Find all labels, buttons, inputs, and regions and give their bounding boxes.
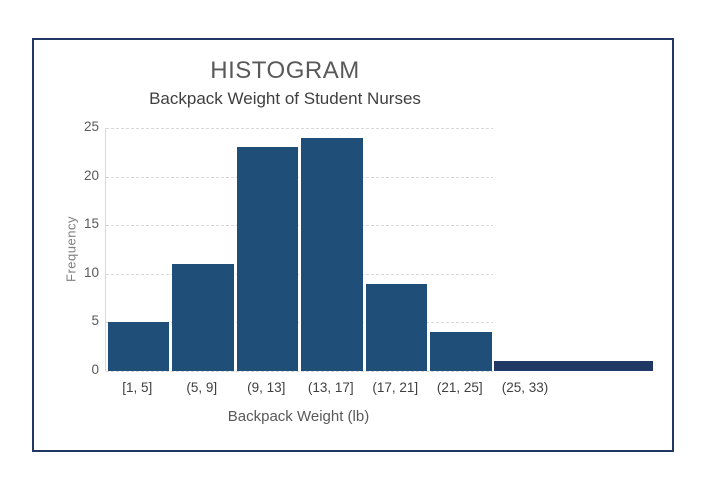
gridline: [106, 322, 493, 324]
x-tick-label: [1, 5]: [122, 380, 153, 395]
chart-subtitle: Backpack Weight of Student Nurses: [149, 89, 421, 108]
gridline: [106, 128, 493, 129]
x-tick-label: (25, 33): [501, 380, 549, 395]
histogram-bar: [172, 264, 234, 371]
y-tick-label: 5: [91, 313, 99, 329]
histogram-bar: [236, 147, 298, 371]
x-axis-title: Backpack Weight (lb): [227, 408, 370, 425]
histogram-bar: [301, 137, 363, 371]
x-tick-label: (17, 21]: [372, 380, 419, 395]
plot-area: [105, 128, 653, 372]
y-tick-label: 0: [91, 362, 99, 377]
gridline: [106, 371, 493, 372]
histogram-bar: [107, 322, 169, 371]
gridline: [106, 273, 493, 275]
y-tick-label: 20: [83, 167, 99, 183]
x-tick-label: (9, 13]: [247, 380, 286, 395]
x-tick-label: (21, 25]: [436, 380, 483, 395]
histogram-bar: [365, 283, 427, 371]
y-tick-label: 10: [83, 264, 99, 280]
gridline: [106, 176, 493, 178]
x-axis-tick-labels: [1, 5] (5, 9] (9, 13] (13, 17] (17, 21] (21, …: [105, 380, 665, 400]
x-tick-label: (5, 9]: [186, 380, 218, 395]
histogram-bar: [430, 332, 492, 371]
histogram-bar: [494, 361, 653, 371]
gridline: [106, 225, 493, 227]
y-tick-label: 15: [83, 216, 99, 232]
y-tick-label: 25: [83, 119, 99, 134]
x-tick-label: (13, 17]: [307, 380, 354, 395]
chart-title: HISTOGRAM: [210, 57, 360, 84]
